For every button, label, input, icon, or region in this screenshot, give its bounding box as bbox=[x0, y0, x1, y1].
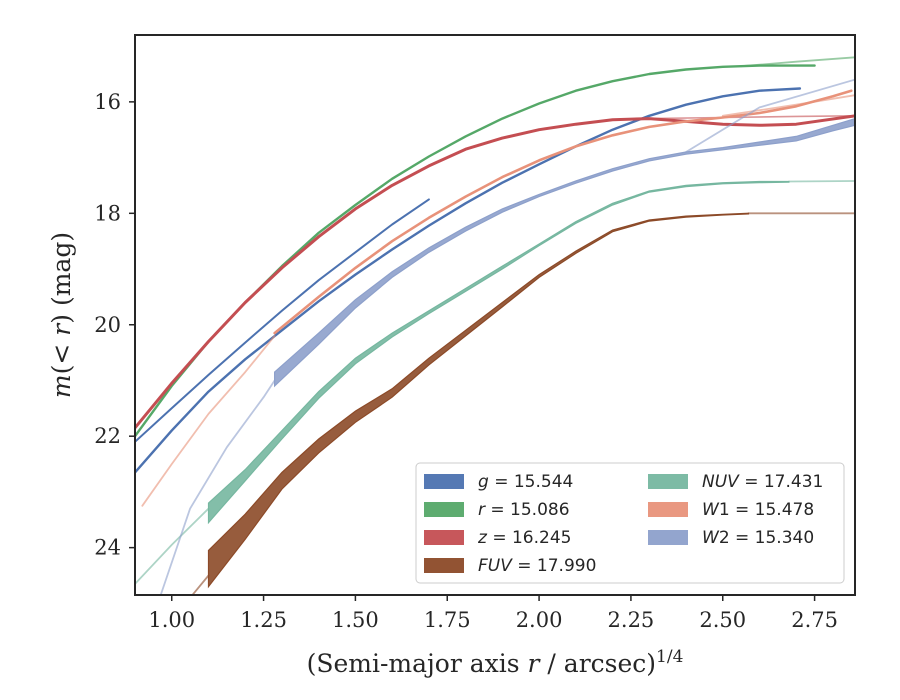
series-line-z-0 bbox=[135, 114, 855, 430]
series-line-w1-1 bbox=[141, 335, 276, 507]
series-line-w2-1 bbox=[685, 78, 855, 153]
series-band-w2 bbox=[274, 117, 855, 388]
legend-label-z: z = 16.245 bbox=[477, 528, 571, 548]
series-line-w2-0 bbox=[159, 379, 276, 595]
legend-label-w1: W1 = 15.478 bbox=[702, 500, 814, 520]
y-tick-label: 20 bbox=[94, 313, 121, 337]
legend-box bbox=[415, 462, 845, 584]
legend-label-fuv: FUV = 17.990 bbox=[478, 556, 596, 576]
x-axis: 1.00 1.25 1.50 1.75 2.00 2.25 2.50 2.75 bbox=[148, 595, 838, 632]
y-tick-label: 22 bbox=[94, 424, 121, 448]
series-line-z-1 bbox=[648, 115, 855, 120]
legend-swatch-nuv bbox=[648, 474, 688, 489]
legend-swatch-w1 bbox=[648, 502, 688, 517]
x-tick-label: 2.50 bbox=[699, 608, 746, 632]
legend-swatch-fuv bbox=[424, 558, 464, 573]
x-tick-label: 1.00 bbox=[148, 608, 195, 632]
legend-label-r: r = 15.086 bbox=[478, 500, 570, 520]
x-tick-label: 1.50 bbox=[332, 608, 379, 632]
x-axis-title: (Semi-major axis r / arcsec)1/4 bbox=[307, 647, 684, 678]
series-line-w1-2 bbox=[721, 94, 855, 117]
legend-swatch-w2 bbox=[648, 530, 688, 545]
y-axis: 16 18 20 22 24 bbox=[94, 90, 135, 560]
series-line-w1-0 bbox=[273, 89, 853, 335]
series-line-nuv-1 bbox=[788, 180, 855, 183]
plot-frame bbox=[134, 34, 856, 596]
y-tick-label: 16 bbox=[94, 90, 121, 114]
series-line-nuv-0 bbox=[135, 507, 210, 585]
y-tick-label: 18 bbox=[94, 201, 121, 225]
legend-label-g: g = 15.544 bbox=[478, 472, 573, 492]
series-line-fuv-0 bbox=[191, 574, 210, 595]
y-tick-label: 24 bbox=[94, 536, 121, 560]
legend-label-nuv: NUV = 17.431 bbox=[702, 472, 823, 492]
legend-swatch-g bbox=[424, 474, 464, 489]
x-tick-label: 2.00 bbox=[516, 608, 563, 632]
series-line-r-1 bbox=[740, 56, 855, 68]
x-tick-label: 2.25 bbox=[608, 608, 655, 632]
series-line-g-0 bbox=[135, 87, 802, 474]
x-tick-label: 2.75 bbox=[791, 608, 838, 632]
x-tick-label: 1.75 bbox=[424, 608, 471, 632]
y-axis-title: m(< r) (mag) bbox=[47, 232, 76, 398]
plot-area bbox=[135, 56, 855, 595]
x-tick-label: 1.25 bbox=[240, 608, 287, 632]
series-line-g-1 bbox=[135, 198, 430, 443]
legend-swatch-r bbox=[424, 502, 464, 517]
legend-swatch-z bbox=[424, 530, 464, 545]
legend: g = 15.544 r = 15.086 z = 16.245 FUV = 17.9… bbox=[415, 462, 845, 584]
legend-label-w2: W2 = 15.340 bbox=[702, 528, 814, 548]
